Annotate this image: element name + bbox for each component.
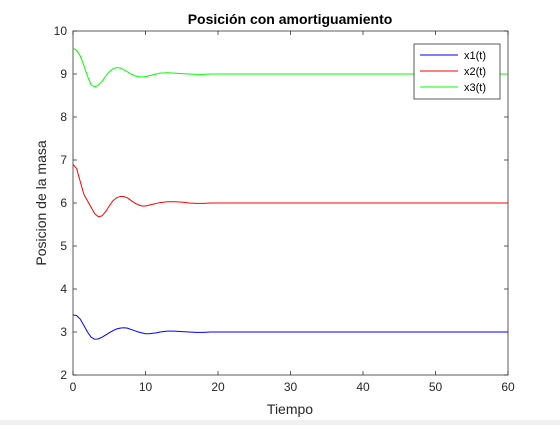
y-tick-label: 2: [60, 368, 67, 382]
x-tick-label: 50: [429, 380, 443, 394]
x-tick-label: 30: [284, 380, 298, 394]
legend-entry-label: x2(t): [464, 66, 486, 78]
legend: x1(t) x2(t) x3(t): [413, 43, 501, 100]
x-tick-label: 60: [501, 380, 515, 394]
ticks-layer: 0 10 20 30 40 50 60 2 3 4 5 6 7 8 9 10: [54, 24, 515, 394]
y-tick-label: 9: [60, 67, 67, 81]
y-tick-label: 3: [60, 325, 67, 339]
y-tick-label: 10: [54, 24, 68, 38]
legend-entry-label: x3(t): [464, 82, 486, 94]
series-line-x2t: [72, 163, 508, 218]
x-tick-label: 40: [356, 380, 370, 394]
y-tick-label: 5: [60, 239, 67, 253]
y-tick-label: 4: [60, 282, 67, 296]
x-tick-label: 0: [70, 380, 77, 394]
y-tick-label: 6: [60, 196, 67, 210]
y-tick-label: 8: [60, 110, 67, 124]
legend-entry-label: x1(t): [464, 50, 486, 62]
y-axis-label: Posicion de la masa: [33, 140, 49, 266]
series-line-x3t: [72, 47, 508, 88]
chart-title: Posición con amortiguamiento: [188, 11, 393, 27]
series-line-x1t: [72, 314, 508, 340]
x-tick-label: 10: [139, 380, 153, 394]
x-tick-label: 20: [211, 380, 225, 394]
y-tick-label: 7: [60, 153, 67, 167]
series-layer: [72, 47, 508, 340]
x-axis-label: Tiempo: [267, 401, 313, 417]
